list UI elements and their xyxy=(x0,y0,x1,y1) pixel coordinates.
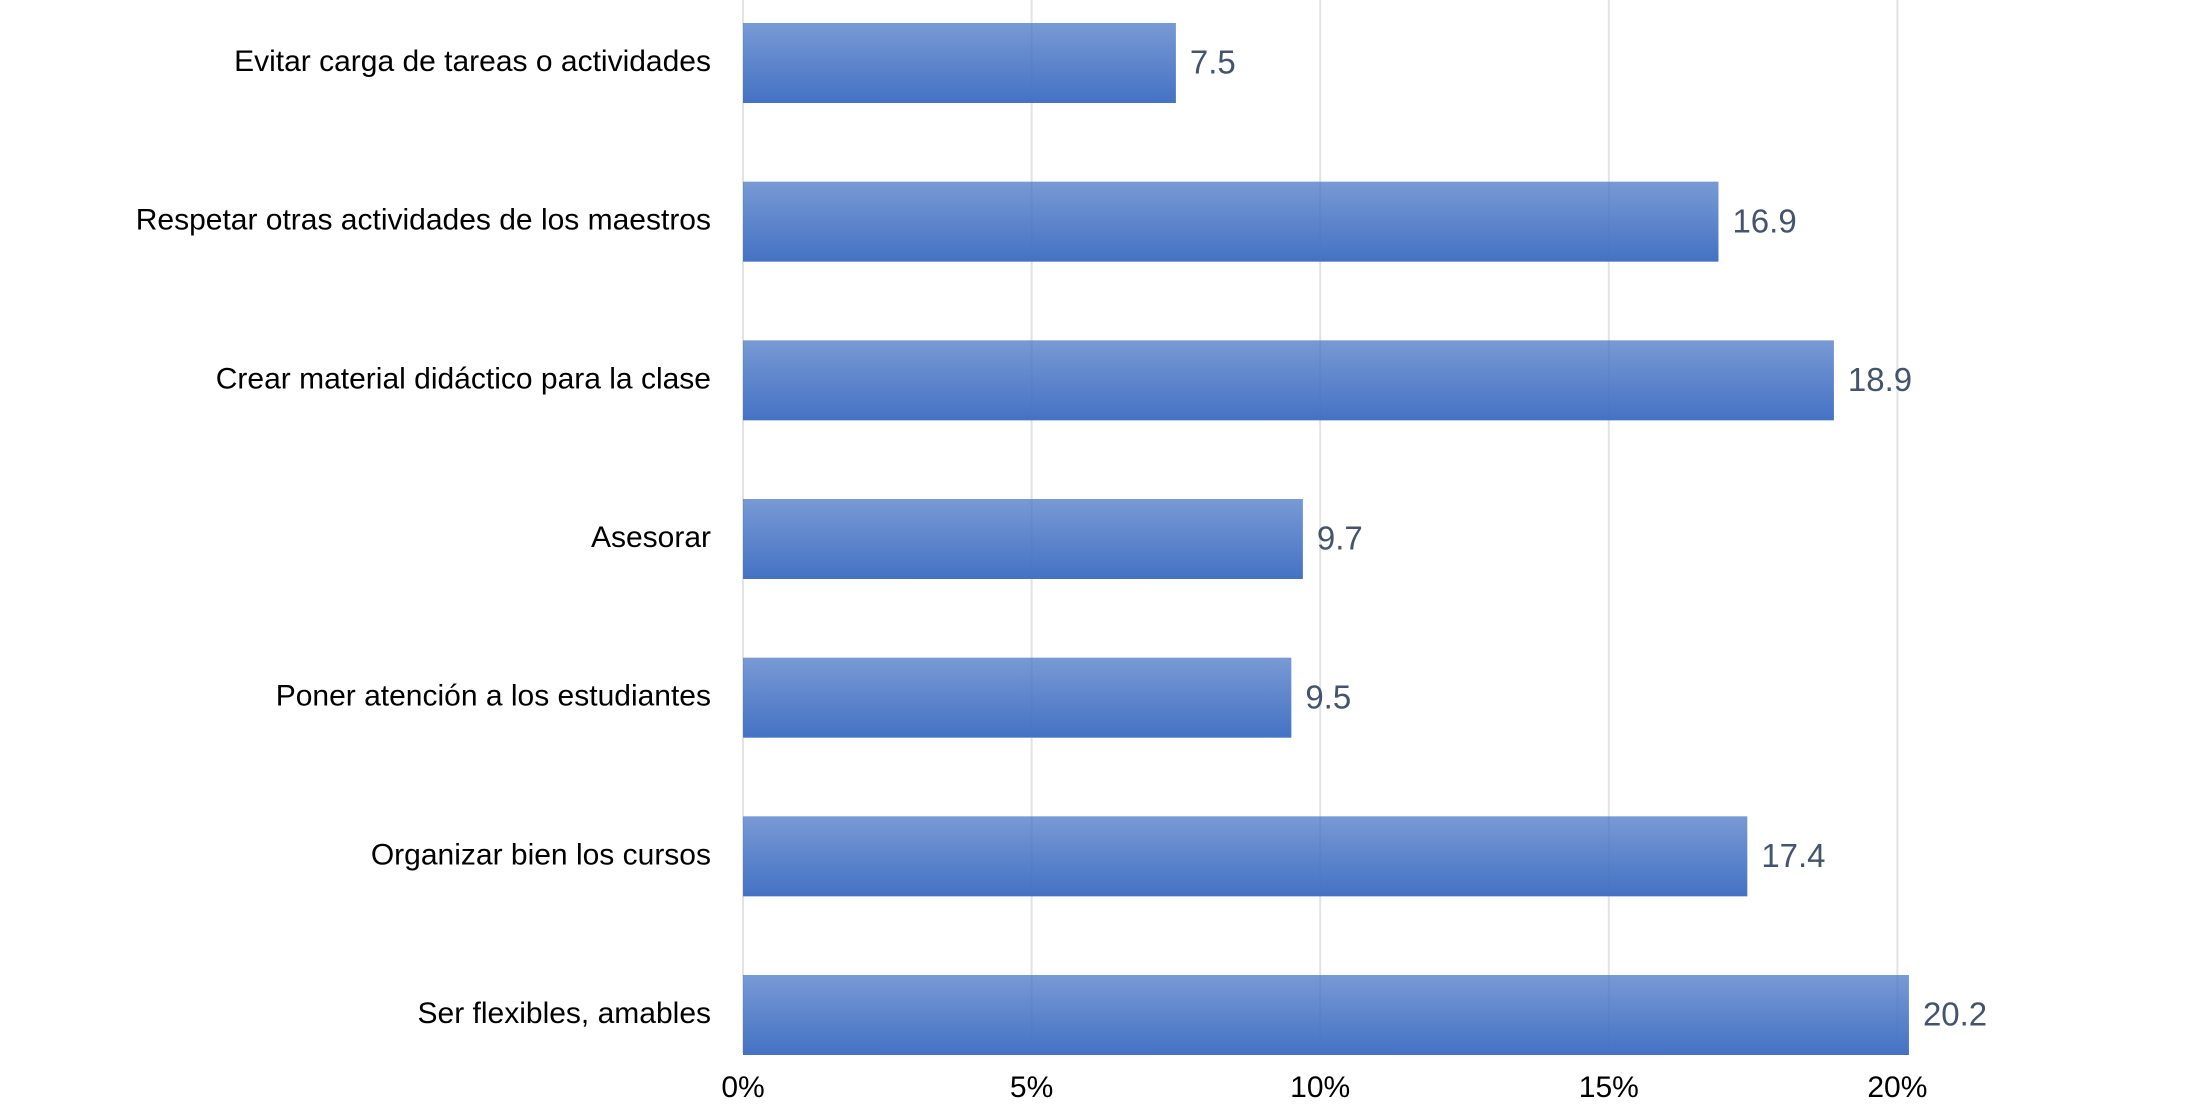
bars: 7.5 16.9 18.9 9.7 9.5 17.4 20.2 xyxy=(743,23,1987,1055)
x-tick-label: 20% xyxy=(1867,1071,1927,1104)
category-label: Ser flexibles, amables xyxy=(418,997,711,1030)
category-label: Asesorar xyxy=(591,521,711,554)
value-label: 20.2 xyxy=(1923,996,1987,1033)
category-label: Crear material didáctico para la clase xyxy=(216,362,711,395)
category-label: Respetar otras actividades de los maestr… xyxy=(136,204,711,237)
bar xyxy=(743,181,1719,262)
x-tick-label: 10% xyxy=(1290,1071,1350,1104)
x-tick-label: 5% xyxy=(1010,1071,1053,1104)
bar xyxy=(743,23,1176,103)
bar xyxy=(743,657,1292,738)
value-label: 16.9 xyxy=(1732,202,1796,239)
value-label: 7.5 xyxy=(1190,44,1236,81)
bar xyxy=(743,975,1909,1055)
category-label: Poner atención a los estudiantes xyxy=(276,680,711,713)
value-label: 17.4 xyxy=(1761,837,1825,874)
x-tick-label: 0% xyxy=(721,1071,764,1104)
bar xyxy=(743,816,1748,897)
category-label: Evitar carga de tareas o actividades xyxy=(234,45,711,78)
value-label: 9.5 xyxy=(1305,678,1351,715)
bar xyxy=(743,340,1834,421)
value-label: 9.7 xyxy=(1317,520,1363,557)
bar xyxy=(743,499,1303,579)
x-tick-label: 15% xyxy=(1579,1071,1639,1104)
value-label: 18.9 xyxy=(1848,361,1912,398)
category-label: Organizar bien los cursos xyxy=(371,838,711,871)
